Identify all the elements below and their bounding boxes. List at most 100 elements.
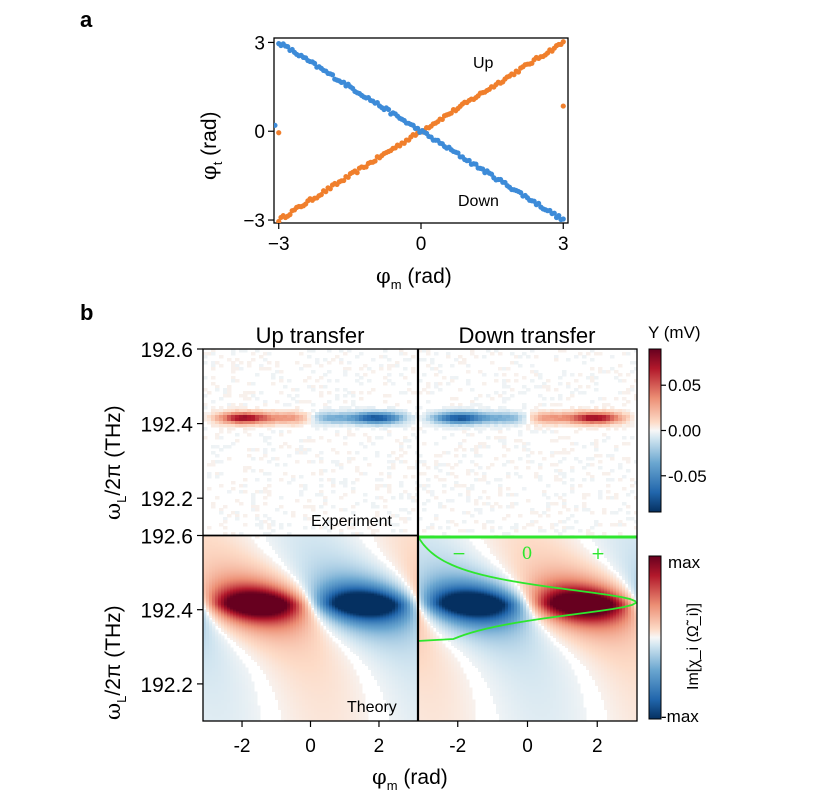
heatmap-cell xyxy=(247,415,252,419)
heatmap-cell xyxy=(380,599,384,602)
heatmap-cell xyxy=(247,421,252,425)
heatmap-cell xyxy=(227,549,231,552)
heatmap-cell xyxy=(302,613,306,616)
heatmap-cell xyxy=(287,415,292,419)
heatmap-cell xyxy=(446,415,451,419)
heatmap-cell xyxy=(398,605,402,608)
heatmap-cell xyxy=(395,561,399,564)
heatmap-cell xyxy=(590,475,595,479)
heatmap-cell xyxy=(474,499,479,503)
heatmap-cell xyxy=(341,585,345,588)
heatmap-cell xyxy=(308,561,312,564)
heatmap-cell xyxy=(331,469,336,473)
heatmap-cell xyxy=(401,597,405,600)
heatmap-cell xyxy=(359,601,363,604)
heatmap-cell xyxy=(248,607,252,610)
heatmap-cell xyxy=(335,355,340,359)
heatmap-cell xyxy=(278,611,282,614)
heatmap-cell xyxy=(319,418,324,422)
heatmap-cell xyxy=(434,442,439,446)
heatmap-cell xyxy=(377,541,381,544)
heatmap-cell xyxy=(263,436,268,440)
heatmap-cell xyxy=(320,571,324,574)
heatmap-cell xyxy=(272,573,276,576)
heatmap-cell xyxy=(538,451,543,455)
heatmap-cell xyxy=(269,597,273,600)
heatmap-cell xyxy=(218,557,222,560)
heatmap-cell xyxy=(239,615,243,618)
heatmap-cell xyxy=(375,496,380,500)
heatmap-cell xyxy=(407,517,412,521)
heatmap-cell xyxy=(263,575,267,578)
heatmap-cell xyxy=(538,409,543,413)
heatmap-cell xyxy=(335,567,339,570)
heatmap-cell xyxy=(351,418,356,422)
heatmap-cell xyxy=(490,508,495,512)
heatmap-cell xyxy=(598,409,603,413)
heatmap-cell xyxy=(284,561,288,564)
heatmap-cell xyxy=(224,587,228,590)
heatmap-cell xyxy=(482,382,487,386)
heatmap-cell xyxy=(356,585,360,588)
heatmap-cell xyxy=(470,409,475,413)
heatmap-cell xyxy=(454,427,459,431)
heatmap-cell xyxy=(506,409,511,413)
heatmap-cell xyxy=(263,589,267,592)
heatmap-cell xyxy=(375,415,380,419)
heatmap-cell xyxy=(344,541,348,544)
heatmap-cell xyxy=(578,427,583,431)
heatmap-cell xyxy=(398,537,402,540)
heatmap-cell xyxy=(260,581,264,584)
heatmap-cell xyxy=(392,591,396,594)
heatmap-cell xyxy=(251,508,256,512)
heatmap-cell xyxy=(356,565,360,568)
heatmap-cell xyxy=(470,424,475,428)
heatmap-cell xyxy=(215,543,219,546)
heatmap-cell xyxy=(534,520,539,524)
heatmap-cell xyxy=(260,567,264,570)
heatmap-cell xyxy=(248,559,252,562)
heatmap-cell xyxy=(308,575,312,578)
heatmap-cell xyxy=(411,433,416,437)
heatmap-cell xyxy=(510,361,515,365)
heatmap-cell xyxy=(590,412,595,416)
heatmap-cell xyxy=(296,587,300,590)
heatmap-cell xyxy=(243,490,248,494)
heatmap-cell xyxy=(401,539,405,542)
heatmap-cell xyxy=(326,575,330,578)
heatmap-cell xyxy=(353,599,357,602)
heatmap-cell xyxy=(554,388,559,392)
heatmap-cell xyxy=(263,472,268,476)
heatmap-cell xyxy=(338,615,342,618)
heatmap-cell xyxy=(266,563,270,566)
heatmap-cell xyxy=(266,571,270,574)
heatmap-cell xyxy=(242,547,246,550)
heatmap-cell xyxy=(634,367,637,371)
heatmap-cell xyxy=(272,589,276,592)
heatmap-cell xyxy=(458,460,463,464)
heatmap-cell xyxy=(311,611,315,614)
heatmap-cell xyxy=(380,585,384,588)
heatmap-cell xyxy=(407,575,411,578)
heatmap-cell xyxy=(271,457,276,461)
heatmap-cell xyxy=(236,537,240,540)
heatmap-cell xyxy=(281,541,285,544)
heatmap-cell xyxy=(308,555,312,558)
heatmap-cell xyxy=(526,466,531,470)
heatmap-cell xyxy=(299,421,304,425)
heatmap-cell xyxy=(630,418,635,422)
heatmap-cell xyxy=(314,611,318,614)
heatmap-cell xyxy=(317,575,321,578)
heatmap-cell xyxy=(407,415,412,419)
heatmap-cell xyxy=(223,526,228,530)
heatmap-cell xyxy=(586,463,591,467)
heatmap-cell xyxy=(218,573,222,576)
heatmap-cell xyxy=(305,563,309,566)
heatmap-cell xyxy=(606,415,611,419)
heatmap-cell xyxy=(317,609,321,612)
heatmap-cell xyxy=(380,549,384,552)
heatmap-cell xyxy=(323,565,327,568)
heatmap-cell xyxy=(278,579,282,582)
heatmap-cell xyxy=(462,511,467,515)
heatmap-cell xyxy=(314,609,318,612)
